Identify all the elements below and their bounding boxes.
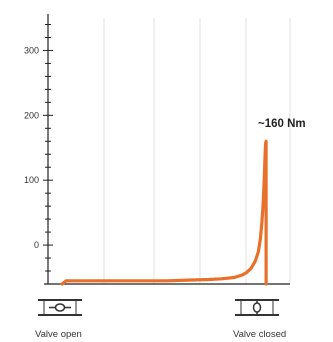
valve-open-label: Valve open <box>35 329 82 340</box>
axes <box>44 14 290 285</box>
series-line-1 <box>60 139 268 286</box>
valve-closed-label: Valve closed <box>233 329 286 340</box>
valve-closed-icon <box>235 299 279 316</box>
y-tick-label: 300 <box>24 45 39 55</box>
y-tick-label: 100 <box>24 175 39 185</box>
series-group <box>60 139 268 286</box>
peak-annotation: ~160 Nm <box>258 118 306 130</box>
y-ticks: 0 100 200 300 <box>24 23 53 272</box>
valve-open-icon <box>38 299 82 316</box>
vertical-grid <box>103 18 291 284</box>
y-tick-label: 200 <box>24 110 39 120</box>
y-tick-label: 0 <box>34 240 39 250</box>
